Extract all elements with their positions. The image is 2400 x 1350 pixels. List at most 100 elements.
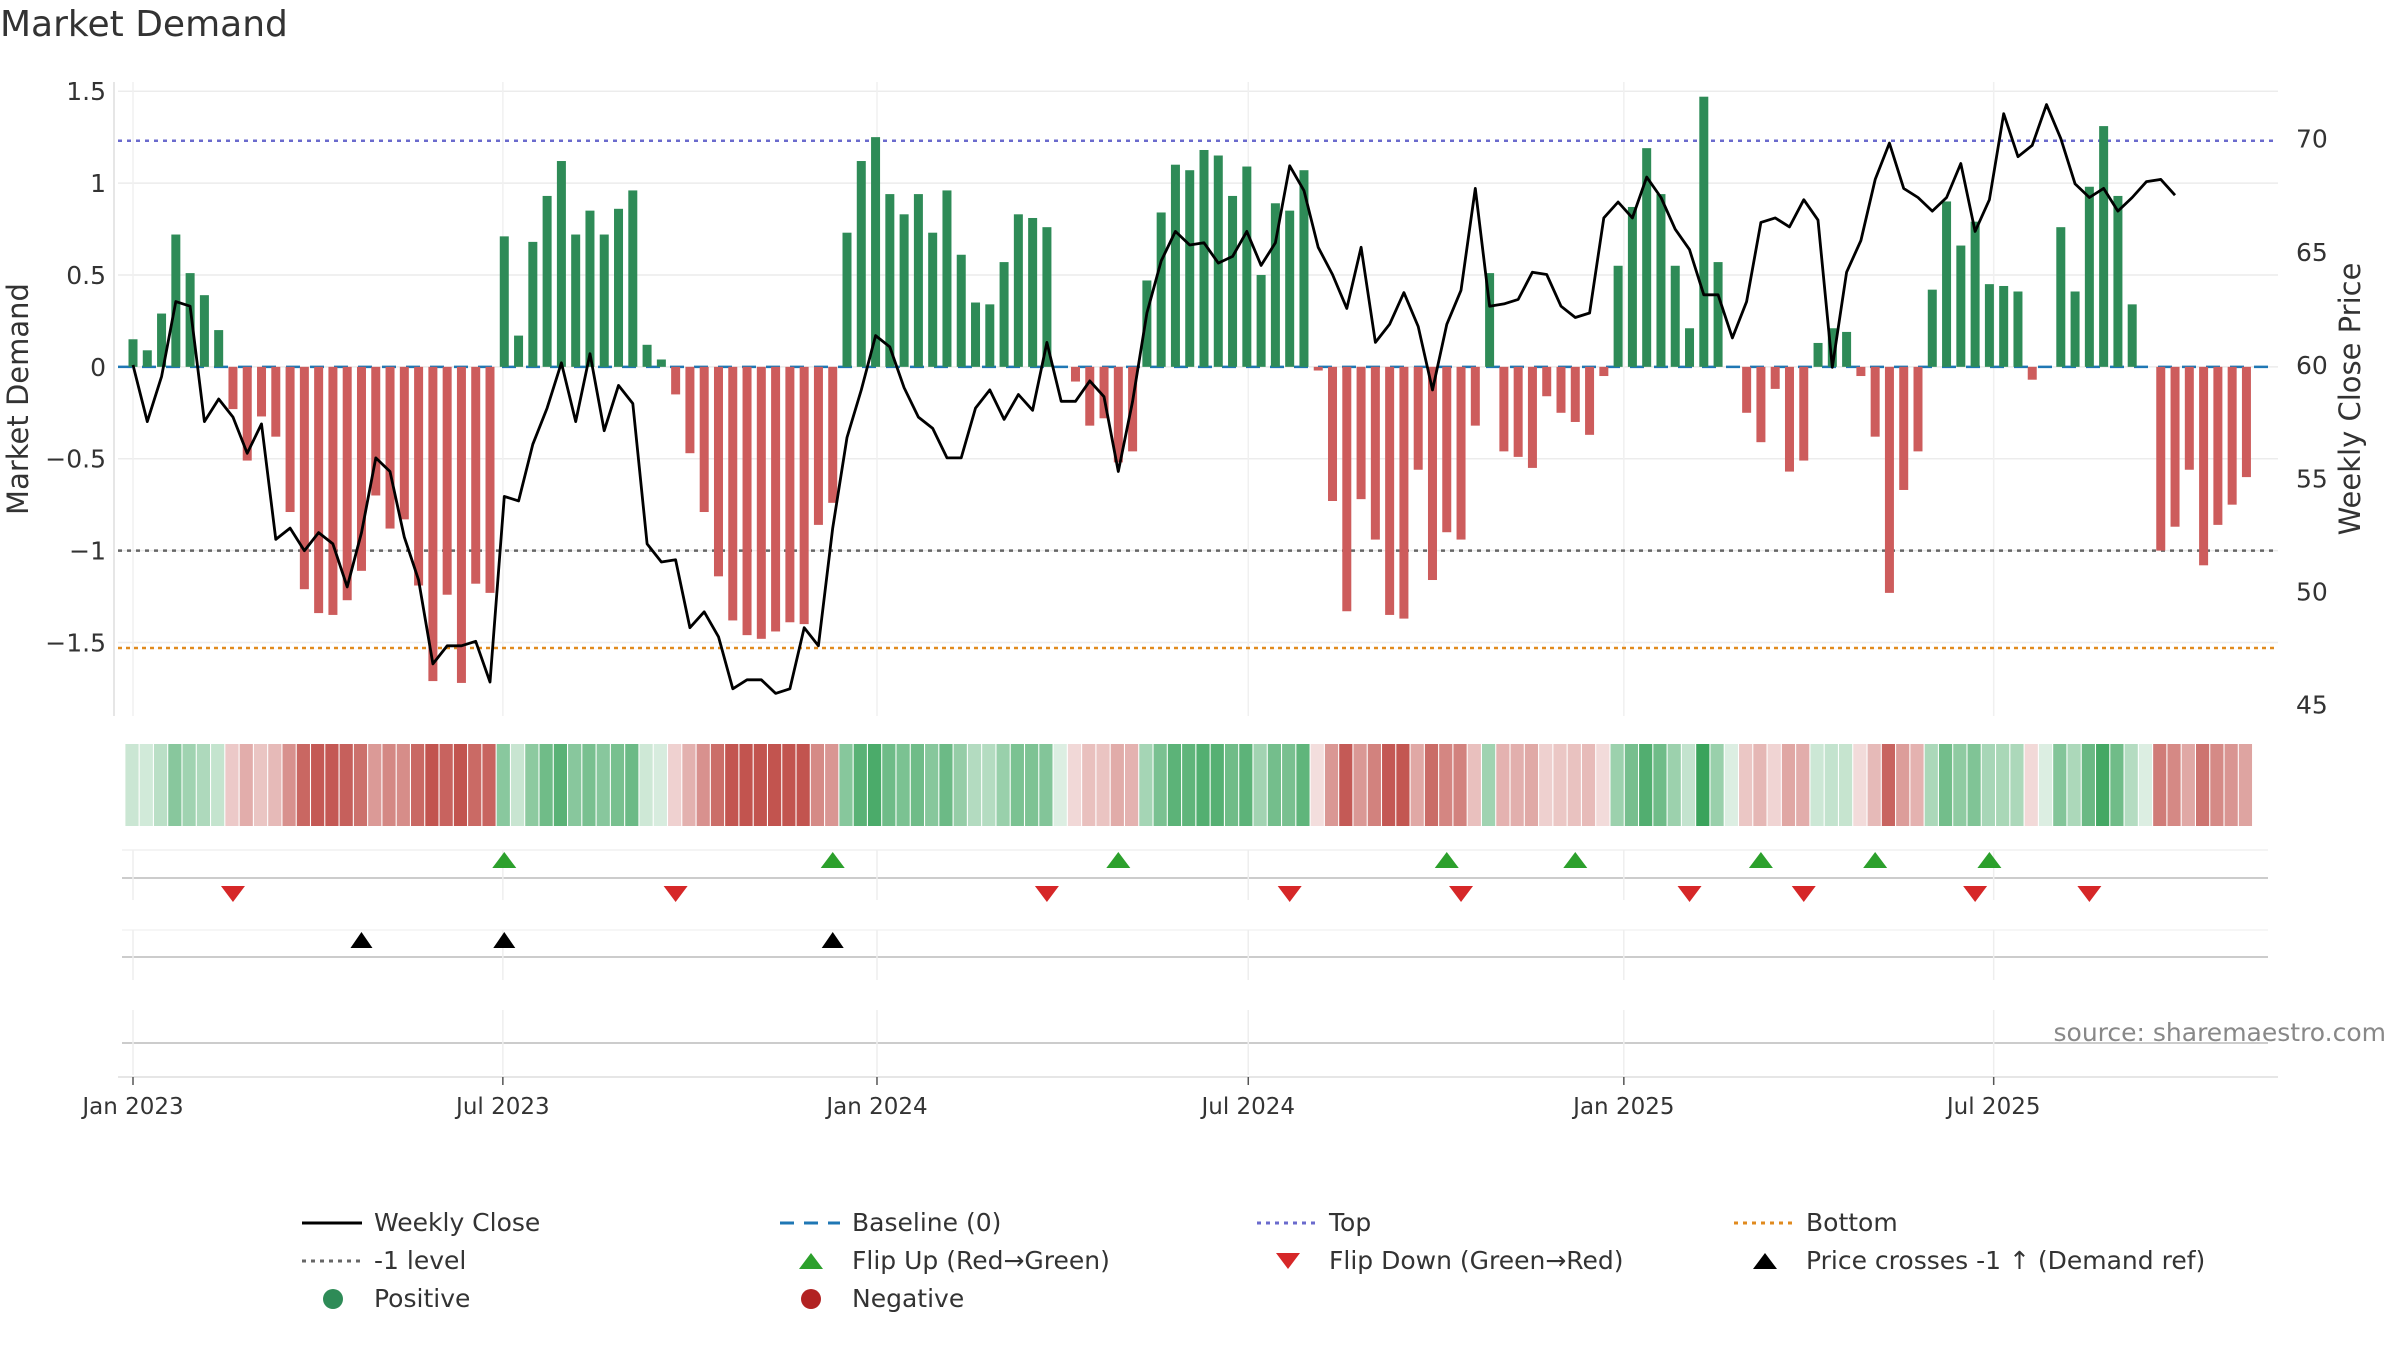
demand-bar xyxy=(1442,366,1452,533)
demand-bar xyxy=(1485,273,1495,367)
flip-up-marker xyxy=(1863,852,1888,868)
demand-bar xyxy=(871,137,881,367)
legend-swatch xyxy=(1753,1252,1777,1269)
legend-item: Baseline (0) xyxy=(778,1208,1001,1237)
empty-panel xyxy=(122,1010,2268,1075)
legend-item: Top xyxy=(1255,1208,1371,1237)
heat-cell xyxy=(253,744,268,826)
demand-bar xyxy=(985,304,995,367)
heat-cell xyxy=(2138,744,2153,826)
heat-cell xyxy=(1910,744,1924,826)
heat-cell xyxy=(1781,744,1796,826)
heat-cell xyxy=(468,744,482,826)
heat-cell xyxy=(1539,744,1553,826)
demand-bar xyxy=(1942,201,1952,367)
heat-cell xyxy=(568,744,582,826)
demand-bar xyxy=(1956,245,1966,367)
y-axis-label: Market Demand xyxy=(1,283,35,515)
heat-cell xyxy=(1382,744,1396,826)
demand-bar xyxy=(1356,366,1366,500)
demand-bar xyxy=(157,313,167,367)
demand-bar xyxy=(1228,195,1238,367)
legend-swatch xyxy=(799,1252,823,1269)
heat-cell xyxy=(1767,744,1781,826)
demand-bar xyxy=(771,366,781,632)
demand-bar xyxy=(1999,285,2009,367)
heat-cell xyxy=(625,744,639,826)
legend-label: Top xyxy=(1329,1208,1372,1237)
heat-cell xyxy=(1167,744,1182,826)
heat-cell xyxy=(2053,744,2067,826)
price-cross-marker xyxy=(350,932,373,948)
demand-bar xyxy=(1342,366,1352,612)
demand-bar xyxy=(1270,203,1280,367)
demand-bar xyxy=(656,359,666,367)
heat-cell xyxy=(1553,744,1567,826)
flip-up-marker xyxy=(1434,852,1459,868)
demand-bar xyxy=(485,366,495,593)
heat-cell xyxy=(753,744,767,826)
demand-bar xyxy=(1085,366,1095,426)
demand-bar xyxy=(2099,126,2109,367)
demand-bar xyxy=(2056,227,2066,367)
y2-tick-label: 65 xyxy=(2296,238,2328,267)
demand-bar xyxy=(514,335,524,367)
demand-bar xyxy=(1613,265,1623,367)
reference-lines xyxy=(118,139,2278,650)
heat-cell xyxy=(1810,744,1824,826)
heat-cell xyxy=(810,744,825,826)
heat-cell xyxy=(825,744,839,826)
flip-up-marker xyxy=(1977,852,2002,868)
heat-cell xyxy=(239,744,253,826)
flip-up-marker xyxy=(1106,852,1131,868)
demand-bar xyxy=(799,366,809,625)
demand-bar xyxy=(1028,217,1038,367)
flip-up-marker xyxy=(1748,852,1773,868)
heat-cell xyxy=(1196,744,1210,826)
demand-bar xyxy=(556,161,566,367)
y2-tick-label: 50 xyxy=(2296,577,2328,606)
demand-bar xyxy=(2013,291,2023,367)
heat-cell xyxy=(353,744,368,826)
heat-cell xyxy=(411,744,425,826)
demand-bar xyxy=(1499,366,1509,452)
heat-cell xyxy=(610,744,625,826)
heat-cell xyxy=(182,744,196,826)
demand-bar xyxy=(499,236,509,367)
solid-line-icon xyxy=(302,1221,362,1224)
heat-cell xyxy=(196,744,210,826)
demand-bar xyxy=(699,366,709,513)
demand-bar xyxy=(2241,366,2251,478)
demand-bar xyxy=(1799,366,1809,461)
heat-cell xyxy=(639,744,653,826)
heat-cell xyxy=(1667,744,1681,826)
demand-bar xyxy=(1413,366,1423,470)
weekly-close-line xyxy=(131,103,2177,695)
demand-bar xyxy=(1099,366,1109,419)
flip-down-marker xyxy=(220,886,245,902)
heat-cell xyxy=(896,744,910,826)
dotted-line-icon xyxy=(302,1259,362,1262)
heat-cell xyxy=(2196,744,2210,826)
heat-cell xyxy=(1581,744,1596,826)
heat-cell xyxy=(1439,744,1453,826)
heat-cell xyxy=(525,744,539,826)
heat-cell xyxy=(1453,744,1467,826)
heat-cell xyxy=(1839,744,1853,826)
heat-cell xyxy=(1096,744,1110,826)
heat-cell xyxy=(1510,744,1524,826)
flip-up-marker xyxy=(1563,852,1588,868)
demand-bar xyxy=(228,366,238,410)
demand-bar xyxy=(1670,265,1680,367)
demand-bar xyxy=(285,366,295,513)
chart-title: Market Demand xyxy=(0,4,288,45)
demand-bar xyxy=(999,262,1009,367)
demand-bar xyxy=(1927,289,1937,367)
legend-item: Flip Up (Red→Green) xyxy=(778,1246,1110,1275)
heat-cell xyxy=(953,744,967,826)
heat-cell xyxy=(982,744,996,826)
demand-bar xyxy=(1427,366,1437,581)
demand-bar xyxy=(1756,366,1766,443)
heat-cell xyxy=(696,744,710,826)
heat-cell xyxy=(1853,744,1867,826)
